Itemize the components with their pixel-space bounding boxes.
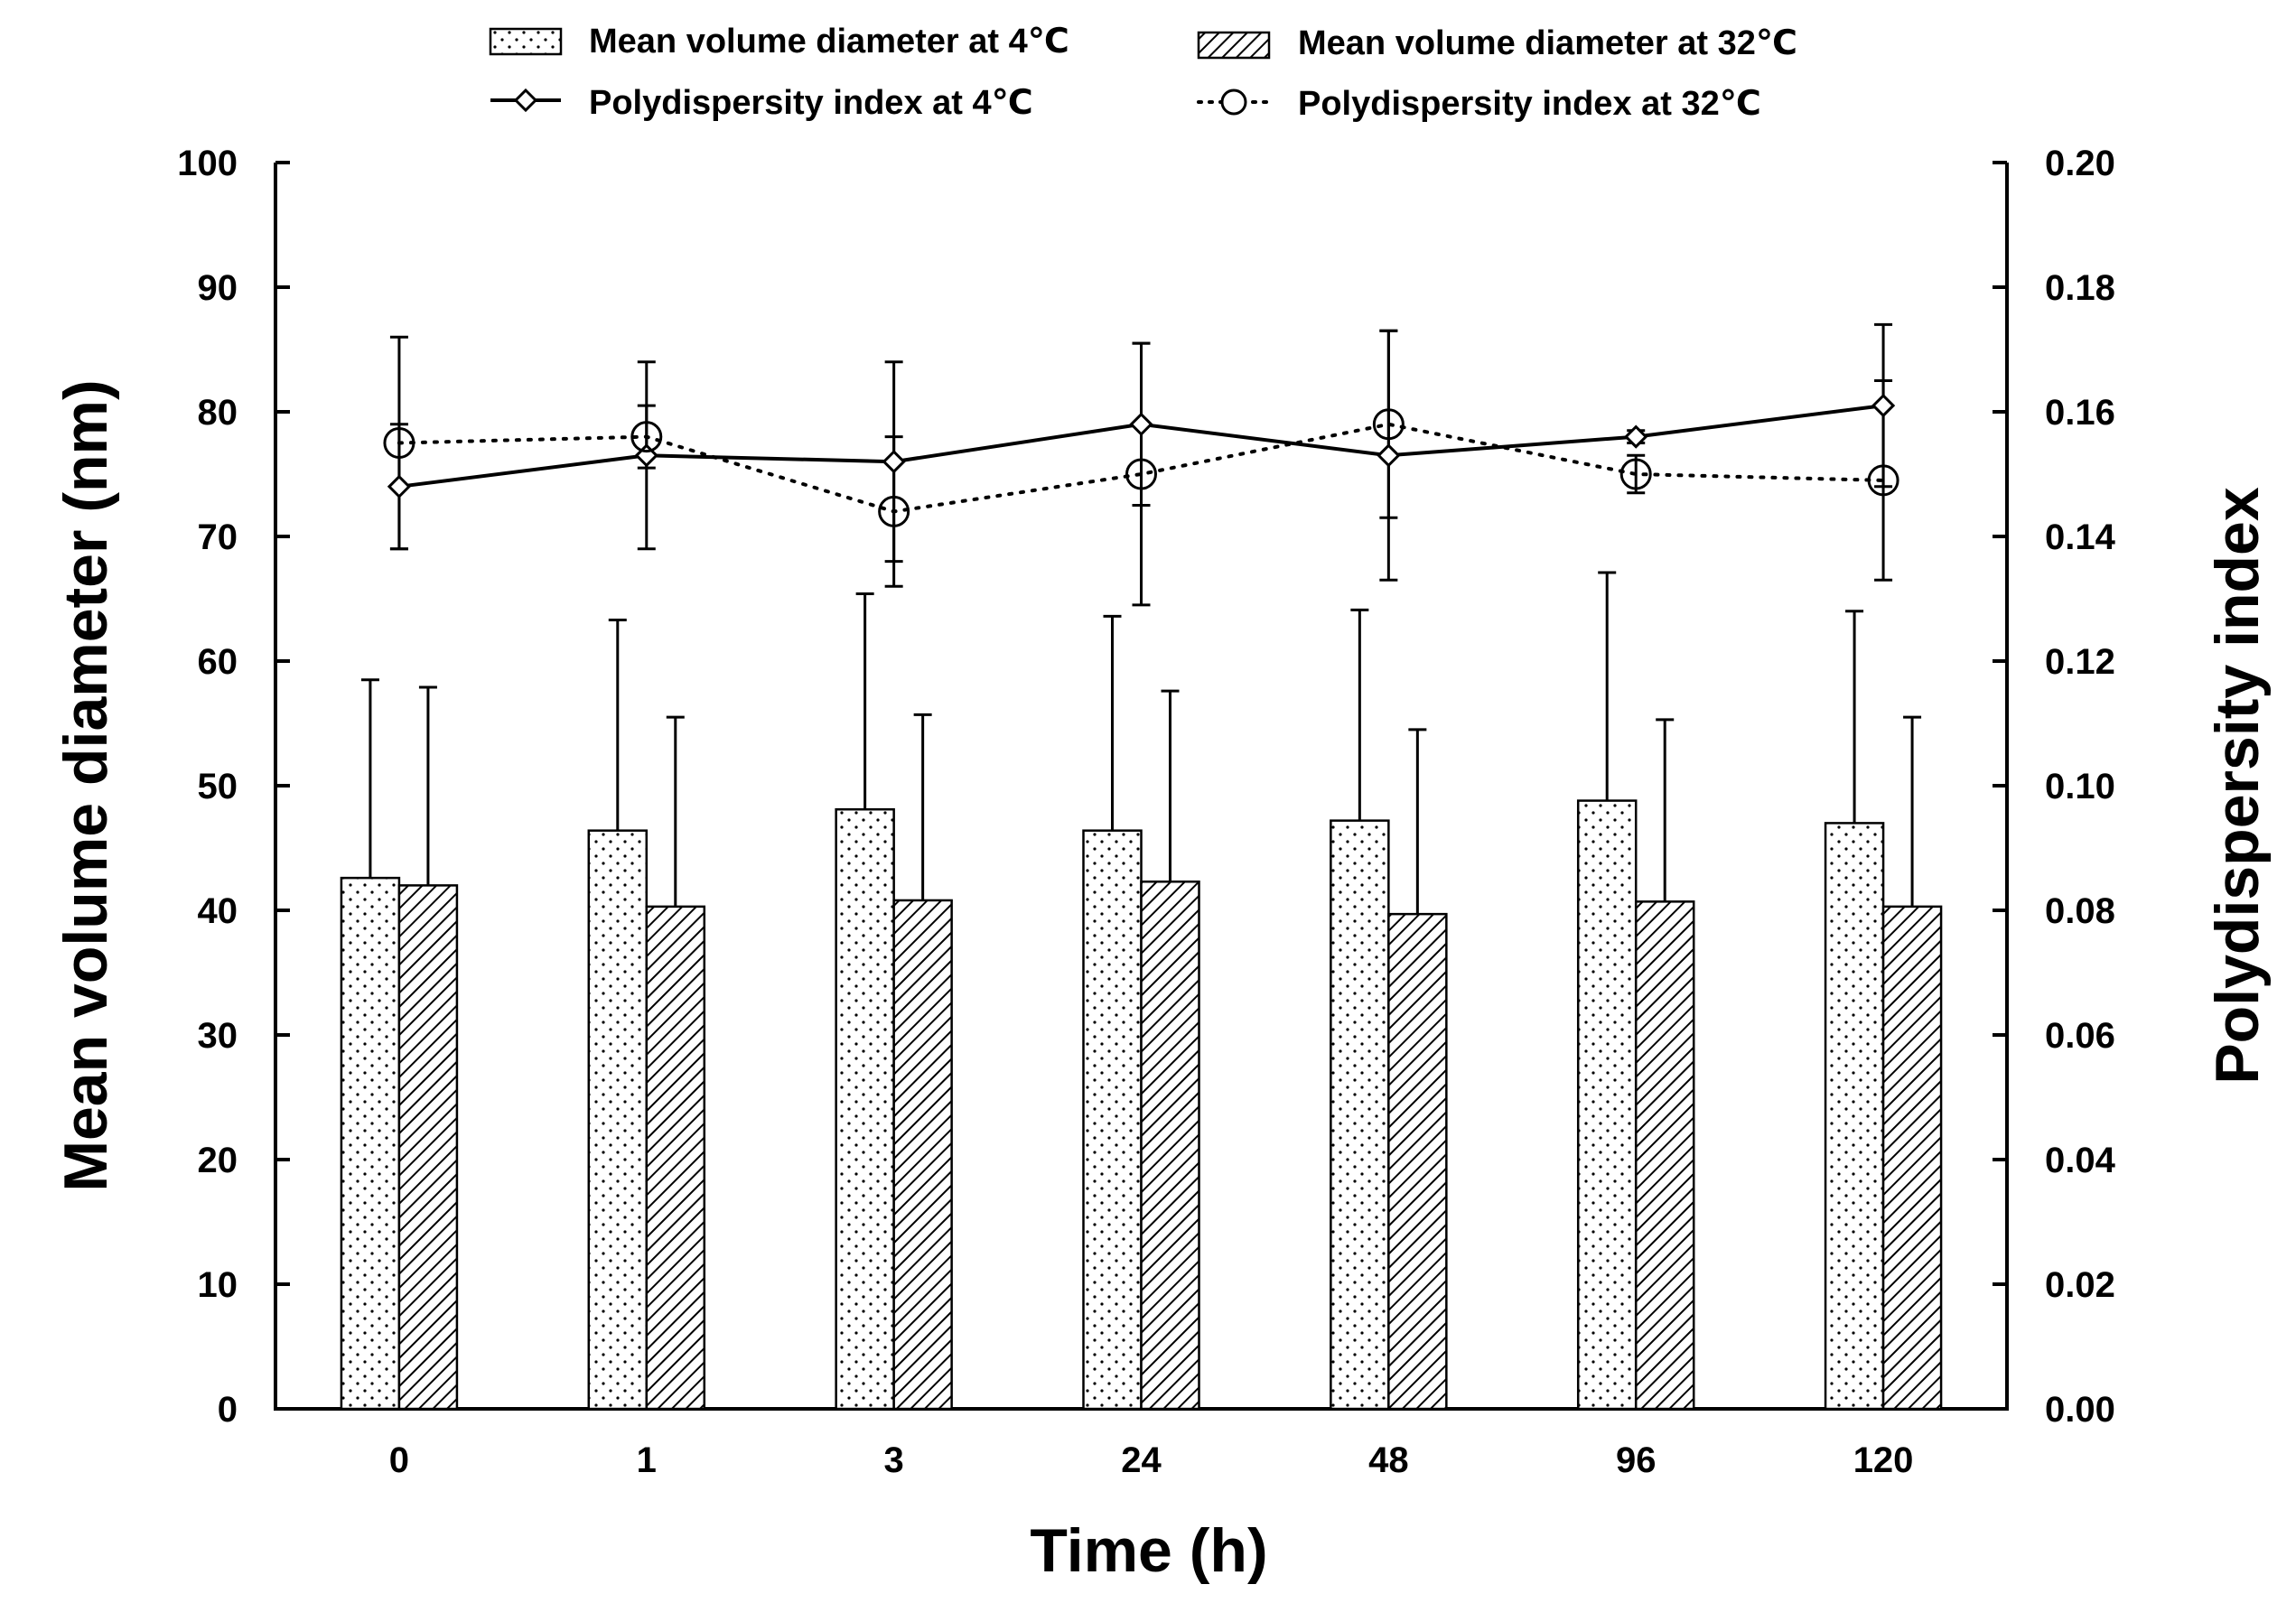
legend-label-line-4c: Polydispersity index at 4℃ xyxy=(589,84,1033,122)
y2-tick-label: 0.18 xyxy=(2045,268,2115,308)
y2-tick-label: 0.14 xyxy=(2045,517,2116,557)
bars xyxy=(340,571,1943,1411)
y-tick-label: 40 xyxy=(198,891,238,931)
bar xyxy=(1330,819,1390,1411)
marker-diamond xyxy=(1871,393,1896,418)
legend-swatch-dots xyxy=(489,27,563,56)
x-tick-label: 120 xyxy=(1853,1440,1914,1480)
y2-tick-label: 0.06 xyxy=(2045,1016,2115,1056)
y2-tick-label: 0.10 xyxy=(2045,767,2115,806)
y-tick-label: 10 xyxy=(198,1265,238,1305)
x-tick-label: 0 xyxy=(389,1440,409,1480)
bar xyxy=(1387,912,1448,1411)
x-tick-label: 96 xyxy=(1616,1440,1657,1480)
bar xyxy=(645,905,706,1411)
bar xyxy=(835,807,895,1411)
legend-item-bar-4c: Mean volume diameter at 4℃ xyxy=(489,23,1069,61)
y2-tick-label: 0.12 xyxy=(2045,642,2115,682)
y2-tick-label: 0.00 xyxy=(2045,1390,2115,1430)
marker-diamond xyxy=(387,474,412,499)
y-tick-label: 90 xyxy=(198,268,238,308)
y-tick-label: 70 xyxy=(198,517,238,557)
bar xyxy=(397,884,459,1411)
marker-circle xyxy=(630,421,663,453)
y2-tick-label: 0.20 xyxy=(2045,144,2115,183)
legend-label-bar-32c: Mean volume diameter at 32℃ xyxy=(1298,24,1797,62)
y-tick-label: 60 xyxy=(198,642,238,682)
y-tick-label: 30 xyxy=(198,1016,238,1056)
legend-label-line-32c: Polydispersity index at 32℃ xyxy=(1298,85,1761,123)
legend-marker-circle xyxy=(1220,89,1247,116)
y2-tick-label: 0.08 xyxy=(2045,891,2115,931)
y-tick-label: 80 xyxy=(198,393,238,433)
bar xyxy=(340,876,401,1411)
marker-circle xyxy=(1619,458,1652,490)
legend-item-bar-32c: Mean volume diameter at 32℃ xyxy=(1197,24,1797,62)
x-tick-label: 48 xyxy=(1368,1440,1409,1480)
bar xyxy=(1634,900,1695,1411)
marker-circle xyxy=(1125,458,1157,490)
marker-circle xyxy=(1867,464,1899,497)
lines xyxy=(383,322,1899,607)
bar xyxy=(1881,905,1943,1411)
legend-swatch-hatch xyxy=(1197,31,1271,60)
legend-item-line-32c: Polydispersity index at 32℃ xyxy=(1197,85,1761,123)
marker-circle xyxy=(383,427,415,459)
bar xyxy=(1576,799,1638,1411)
legend: Mean volume diameter at 4℃ Mean volume d… xyxy=(489,23,1797,123)
y2-tick-label: 0.04 xyxy=(2045,1141,2116,1180)
series-line-pdi-32c xyxy=(397,422,1886,514)
y-tick-label: 100 xyxy=(177,144,238,183)
marker-circle xyxy=(1372,408,1405,441)
y-axis-title: Mean volume diameter (nm) xyxy=(51,379,120,1191)
y2-tick-label: 0.16 xyxy=(2045,393,2115,433)
x-tick-label: 1 xyxy=(637,1440,657,1480)
marker-diamond xyxy=(1377,443,1401,468)
y2-axis-ticks: 0.00 0.02 0.04 0.06 0.08 0.10 0.12 0.14 0.16 0.18… xyxy=(1993,144,2116,1430)
x-tick-label: 24 xyxy=(1121,1440,1162,1480)
y-tick-label: 0 xyxy=(218,1390,238,1430)
marker-diamond xyxy=(1624,424,1648,449)
y-tick-label: 20 xyxy=(198,1141,238,1180)
y-tick-label: 50 xyxy=(198,767,238,806)
bar xyxy=(587,829,649,1411)
y2-tick-label: 0.02 xyxy=(2045,1265,2115,1305)
legend-item-line-4c: Polydispersity index at 4℃ xyxy=(490,84,1033,122)
y-axis-ticks: 0 10 20 30 40 50 60 70 80 90 100 xyxy=(177,144,290,1430)
x-tick-label: 3 xyxy=(884,1440,904,1480)
y2-axis-title: Polydispersity index xyxy=(2203,487,2272,1085)
marker-diamond xyxy=(882,450,906,474)
bar xyxy=(1082,829,1143,1411)
marker-circle xyxy=(878,495,910,527)
legend-marker-diamond xyxy=(513,88,538,113)
bar xyxy=(1824,822,1885,1411)
legend-label-bar-4c: Mean volume diameter at 4℃ xyxy=(589,23,1069,61)
x-axis-ticks: 0 1 3 24 48 96 120 xyxy=(389,1440,1914,1480)
marker-diamond xyxy=(1129,412,1153,436)
bar xyxy=(892,899,953,1411)
bar xyxy=(1140,881,1200,1411)
x-axis-title: Time (h) xyxy=(1030,1516,1267,1585)
